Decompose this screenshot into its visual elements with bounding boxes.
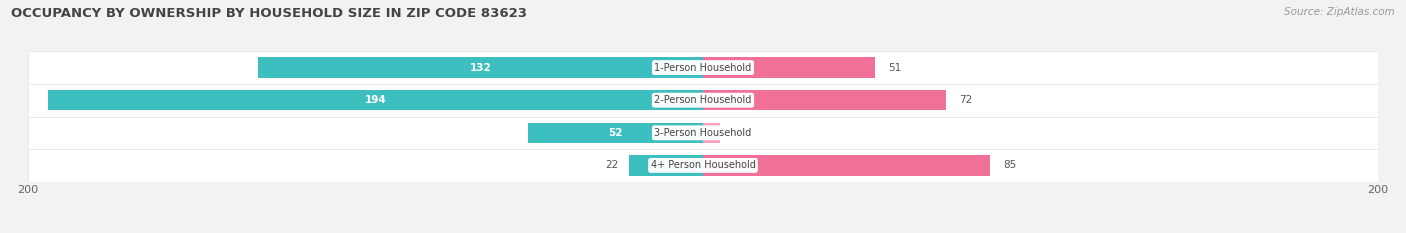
Text: 4+ Person Household: 4+ Person Household: [651, 161, 755, 170]
Bar: [703, 90, 946, 110]
Text: 1-Person Household: 1-Person Household: [654, 63, 752, 72]
Text: 72: 72: [959, 95, 973, 105]
Text: 52: 52: [607, 128, 623, 138]
Bar: [527, 123, 703, 143]
Bar: [28, 149, 1378, 182]
Text: 51: 51: [889, 63, 901, 72]
Bar: [703, 123, 720, 143]
Bar: [703, 155, 990, 175]
Text: 85: 85: [1004, 161, 1017, 170]
Text: 194: 194: [364, 95, 387, 105]
Text: 132: 132: [470, 63, 491, 72]
Bar: [48, 90, 703, 110]
Bar: [28, 116, 1378, 149]
Bar: [28, 51, 1378, 84]
Text: 2-Person Household: 2-Person Household: [654, 95, 752, 105]
Bar: [703, 58, 875, 78]
Text: OCCUPANCY BY OWNERSHIP BY HOUSEHOLD SIZE IN ZIP CODE 83623: OCCUPANCY BY OWNERSHIP BY HOUSEHOLD SIZE…: [11, 7, 527, 20]
Text: Source: ZipAtlas.com: Source: ZipAtlas.com: [1284, 7, 1395, 17]
Bar: [28, 84, 1378, 116]
Bar: [257, 58, 703, 78]
Bar: [628, 155, 703, 175]
Text: 5: 5: [734, 128, 740, 138]
Text: 22: 22: [606, 161, 619, 170]
Text: 3-Person Household: 3-Person Household: [654, 128, 752, 138]
